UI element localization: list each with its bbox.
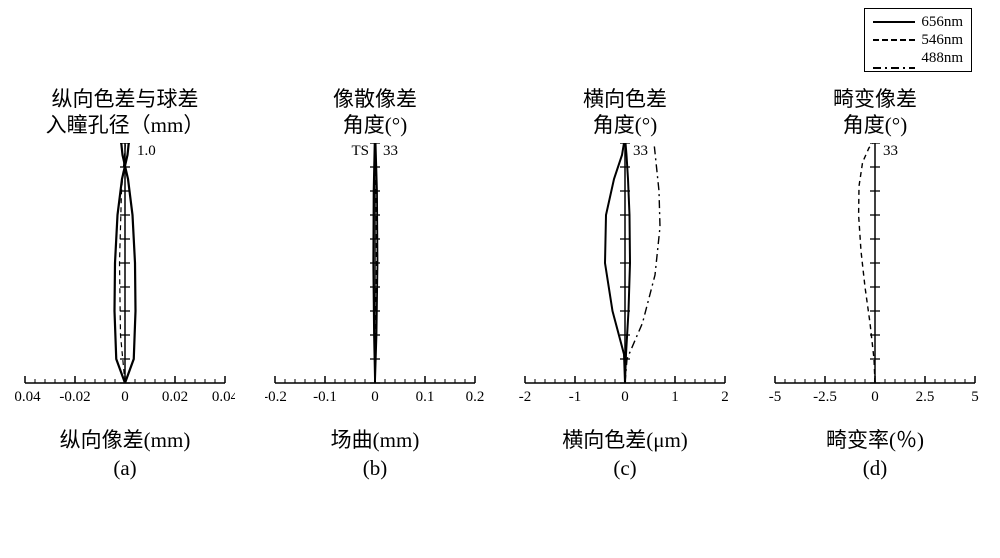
svg-text:1.0: 1.0 [137, 143, 156, 159]
chart-panel-c: 横向色差角度(°) -2 -1 0 1 2 33 横向色差(μm)(c) [510, 86, 740, 481]
legend-item: 656nm [873, 13, 963, 31]
x-axis-label: 场曲(mm) [260, 424, 490, 454]
panel-title-line: 纵向色差与球差 [10, 86, 240, 112]
svg-text:-5: -5 [769, 389, 782, 405]
svg-text:33: 33 [383, 143, 398, 159]
panel-title: 横向色差角度(°) [510, 86, 740, 139]
chart-panel-b: 像散像差角度(°) -0.2 -0.1 0 0.1 0.2 33 TS 场曲(mm)(b) [260, 86, 490, 481]
svg-text:1: 1 [671, 389, 679, 405]
legend-item: 546nm [873, 31, 963, 49]
svg-text:-2.5: -2.5 [813, 389, 837, 405]
plot-area: -5 -2.5 0 2.5 5 33 [760, 143, 990, 418]
svg-text:0.2: 0.2 [466, 389, 485, 405]
panel-title: 纵向色差与球差入瞳孔径（mm） [10, 86, 240, 139]
svg-text:33: 33 [633, 143, 648, 159]
panel-title-line: 角度(°) [260, 112, 490, 138]
svg-text:5: 5 [971, 389, 979, 405]
svg-text:-0.2: -0.2 [265, 389, 287, 405]
legend-label: 656nm [921, 14, 963, 31]
plot-area: -0.2 -0.1 0 0.1 0.2 33 TS [260, 143, 490, 418]
plot-area: -0.04 -0.02 0 0.02 0.04 1.0 [10, 143, 240, 418]
svg-text:-0.02: -0.02 [59, 389, 90, 405]
x-axis-label: 纵向像差(mm) [10, 424, 240, 454]
svg-text:-0.1: -0.1 [313, 389, 337, 405]
panel-title-line: 角度(°) [510, 112, 740, 138]
legend-label: 546nm [921, 32, 963, 49]
chart-panel-a: 纵向色差与球差入瞳孔径（mm） -0.04 -0.02 0 0.02 0.04 1.0 纵向像… [10, 86, 240, 481]
legend-line [873, 57, 915, 59]
legend-label: 488nm [921, 50, 963, 67]
panel-sublabel: (d) [760, 456, 990, 481]
panel-title-line: 横向色差 [510, 86, 740, 112]
svg-text:0.1: 0.1 [416, 389, 435, 405]
svg-text:TS: TS [351, 143, 369, 159]
chart-row: 纵向色差与球差入瞳孔径（mm） -0.04 -0.02 0 0.02 0.04 1.0 纵向像… [0, 86, 1000, 481]
panel-title: 畸变像差角度(°) [760, 86, 990, 139]
x-axis-label: 横向色差(μm) [510, 424, 740, 454]
svg-text:0: 0 [621, 389, 629, 405]
x-axis-label: 畸变率(％) [760, 424, 990, 454]
legend-line [873, 39, 915, 41]
svg-text:-0.04: -0.04 [15, 389, 41, 405]
svg-text:2.5: 2.5 [916, 389, 935, 405]
chart-panel-d: 畸变像差角度(°) -5 -2.5 0 2.5 5 33 畸变率(％)(d) [760, 86, 990, 481]
svg-text:0.04: 0.04 [212, 389, 235, 405]
panel-title-line: 像散像差 [260, 86, 490, 112]
panel-title-line: 角度(°) [760, 112, 990, 138]
plot-area: -2 -1 0 1 2 33 [510, 143, 740, 418]
svg-text:-2: -2 [519, 389, 532, 405]
svg-text:0: 0 [371, 389, 379, 405]
svg-text:0.02: 0.02 [162, 389, 188, 405]
legend: 656nm546nm488nm [864, 8, 972, 72]
svg-text:-1: -1 [569, 389, 582, 405]
panel-title-line: 入瞳孔径（mm） [10, 112, 240, 138]
panel-sublabel: (c) [510, 456, 740, 481]
legend-item: 488nm [873, 49, 963, 67]
panel-title-line: 畸变像差 [760, 86, 990, 112]
svg-text:2: 2 [721, 389, 729, 405]
svg-text:33: 33 [883, 143, 898, 159]
panel-sublabel: (a) [10, 456, 240, 481]
legend-line [873, 21, 915, 23]
svg-text:0: 0 [871, 389, 879, 405]
panel-title: 像散像差角度(°) [260, 86, 490, 139]
svg-text:0: 0 [121, 389, 129, 405]
panel-sublabel: (b) [260, 456, 490, 481]
